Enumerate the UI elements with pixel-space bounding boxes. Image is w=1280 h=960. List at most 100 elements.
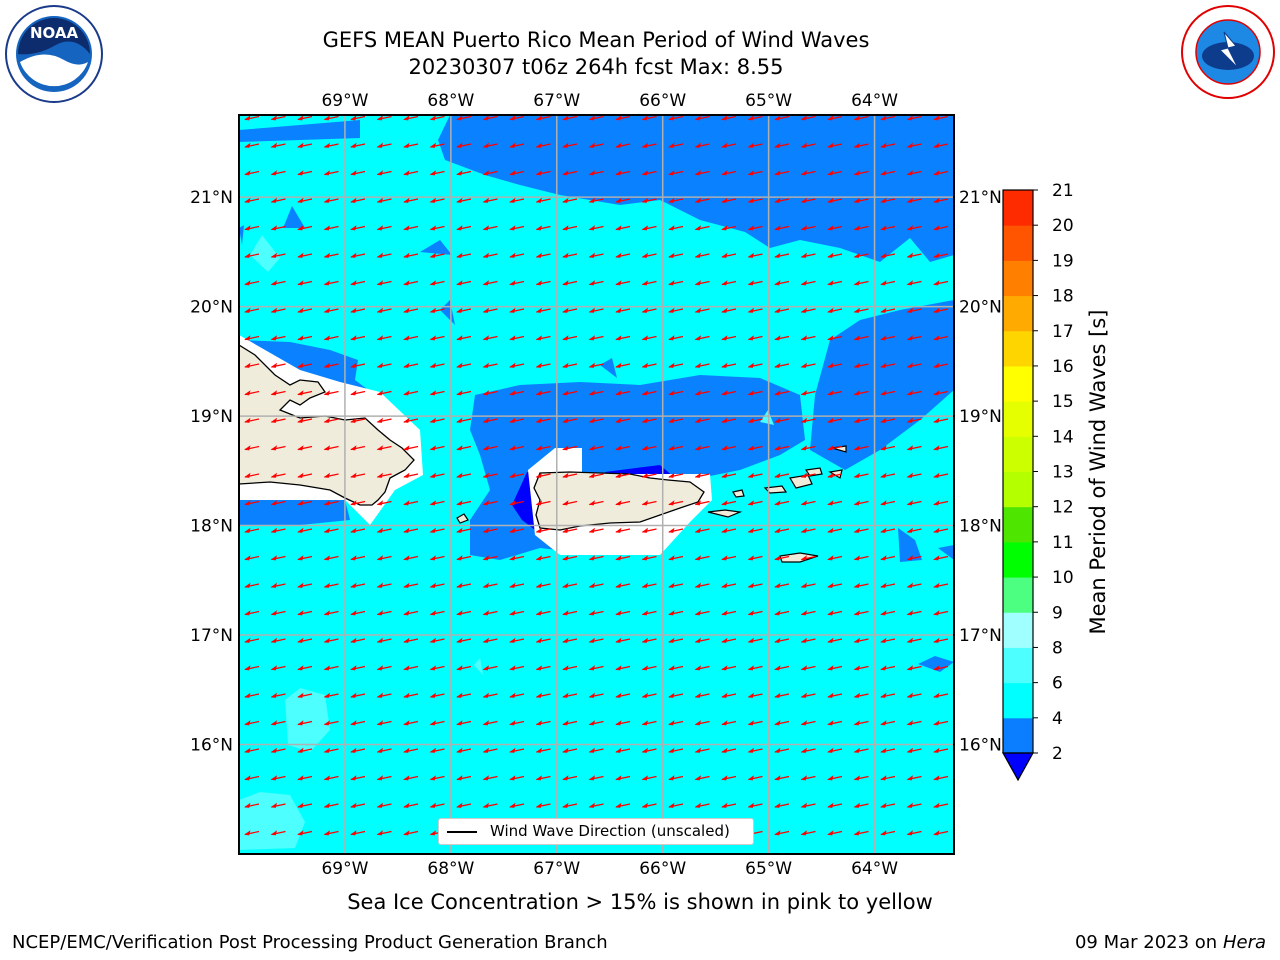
wave-arrow-head [509,802,516,808]
wave-arrow-head [880,610,887,616]
wave-arrow-head [668,142,675,148]
wave-arrow-head [244,472,251,478]
wave-arrow-head [509,637,516,643]
wave-arrow-head [403,445,410,451]
wave-arrow-head [588,720,595,726]
wave-arrow-head [668,692,675,698]
wave-arrow-head [588,362,595,368]
wave-arrow-head [350,692,357,698]
wave-arrow-head [615,445,622,451]
lat-label-right: 19°N [959,407,1002,427]
wave-arrow-head [641,720,648,726]
wave-arrow-head [297,225,304,231]
small-island [456,513,469,524]
wave-arrow-head [906,692,913,698]
wave-arrow-head [880,582,887,588]
wave-arrow-head [747,170,754,176]
wave-arrow-head [694,527,701,533]
wave-arrow-head [933,445,940,451]
colorbar-segment [1003,717,1033,754]
wave-arrow-head [350,802,357,808]
colorbar-tick-label: 10 [1052,568,1074,588]
wave-arrow-head [323,830,330,836]
wave-arrow-head [721,197,728,203]
wave-arrow-head [827,142,834,148]
wave-arrow-head [323,170,330,176]
wave-arrow-head [403,362,410,368]
wave-arrow-head [429,802,436,808]
wave-arrow-head [297,170,304,176]
wave-arrow-head [853,445,860,451]
wave-arrow-head [403,170,410,176]
wave-arrow-head [376,335,383,341]
wave-arrow-head [456,142,463,148]
wave-arrow-head [721,610,728,616]
wave-arrow-head [747,252,754,258]
wave-arrow-head [535,720,542,726]
wave-arrow-head [641,307,648,313]
lon-label-top: 65°W [745,91,792,111]
wave-arrow-head [323,555,330,561]
wave-arrow-head [403,665,410,671]
wave-arrow-head [588,610,595,616]
wave-arrow-head [456,170,463,176]
wave-arrow-head [270,390,277,396]
wave-arrow-head [244,252,251,258]
wave-arrow-head [323,747,330,753]
wave-arrow-head [800,527,807,533]
colorbar-segment [1003,436,1033,472]
wave-arrow-head [270,335,277,341]
wave-arrow-head [721,720,728,726]
wave-arrow-head [933,115,940,121]
footer-machine-name: Hera [1222,932,1266,953]
wave-arrow-head [535,802,542,808]
wave-arrow-head [615,417,622,423]
wave-arrow-head [641,362,648,368]
wave-arrow-head [853,830,860,836]
wave-arrow-head [827,362,834,368]
wave-arrow-head [562,307,569,313]
wave-arrow-head [350,197,357,203]
wave-arrow-head [429,280,436,286]
wave-arrow-head [641,610,648,616]
wave-arrow-head [270,500,277,506]
wave-arrow-head [906,252,913,258]
wave-arrow-head [747,500,754,506]
wave-arrow-head [297,582,304,588]
wave-arrow-head [800,445,807,451]
wave-arrow-head [641,390,648,396]
light-wave-region [239,792,305,850]
wave-arrow-head [270,555,277,561]
wave-arrow-head [747,142,754,148]
wave-arrow-head [376,445,383,451]
wave-arrow-head [853,307,860,313]
wave-arrow-head [906,610,913,616]
wave-arrow-head [456,692,463,698]
wave-arrow-head [880,362,887,368]
wave-arrow-head [694,225,701,231]
wave-arrow-head [800,417,807,423]
wave-arrow-head [509,665,516,671]
wave-arrow-head [429,307,436,313]
wave-arrow-head [668,225,675,231]
light-wave-region [285,688,330,752]
light-wave-region [760,410,774,425]
wave-arrow-head [429,527,436,533]
wave-arrow-head [456,610,463,616]
wave-arrow-head [323,445,330,451]
wave-arrow-head [403,527,410,533]
wave-arrow-head [933,307,940,313]
wave-arrow-head [509,692,516,698]
lon-label-top: 66°W [639,91,686,111]
wave-arrow-head [721,500,728,506]
wave-arrow-head [562,637,569,643]
wave-arrow-head [827,390,834,396]
wave-arrow-head [774,802,781,808]
wave-arrow-head [774,692,781,698]
wave-arrow-head [244,445,251,451]
wave-arrow-head [800,555,807,561]
wave-arrow-head [270,527,277,533]
wave-arrow-head [933,747,940,753]
wave-arrow-head [429,417,436,423]
lon-label-top: 64°W [851,91,898,111]
